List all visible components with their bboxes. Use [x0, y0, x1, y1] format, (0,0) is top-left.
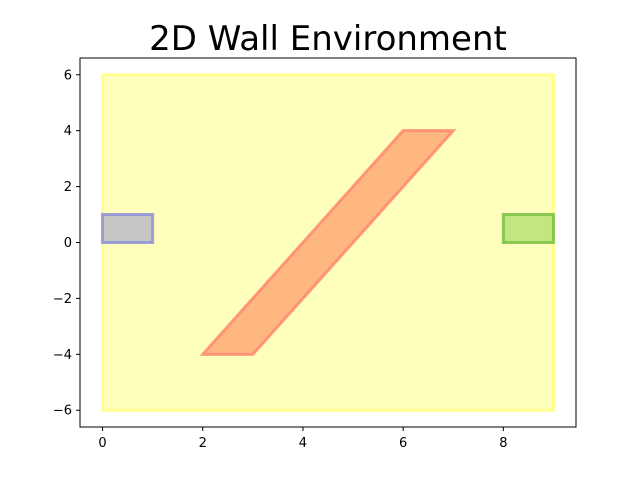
region-start — [101, 213, 155, 244]
y-tick-label: −6 — [53, 404, 72, 419]
x-tick-label: 0 — [98, 436, 106, 451]
x-tick-label: 6 — [399, 436, 407, 451]
x-tick-label: 8 — [499, 436, 507, 451]
x-axis-ticks: 0 2 4 6 8 — [98, 427, 507, 451]
plot-regions — [101, 73, 555, 412]
chart-title: 2D Wall Environment — [149, 19, 507, 59]
x-tick-label: 2 — [199, 436, 207, 451]
y-tick-label: 6 — [64, 68, 72, 83]
region-wall — [199, 129, 457, 356]
y-tick-label: 0 — [64, 236, 72, 251]
y-tick-label: 4 — [64, 124, 72, 139]
y-tick-label: −4 — [53, 348, 72, 363]
region-goal — [501, 213, 555, 244]
y-tick-label: −2 — [53, 292, 72, 307]
x-tick-label: 4 — [299, 436, 307, 451]
y-axis-ticks: −6 −4 −2 0 2 4 6 — [53, 68, 80, 419]
y-tick-label: 2 — [64, 180, 72, 195]
